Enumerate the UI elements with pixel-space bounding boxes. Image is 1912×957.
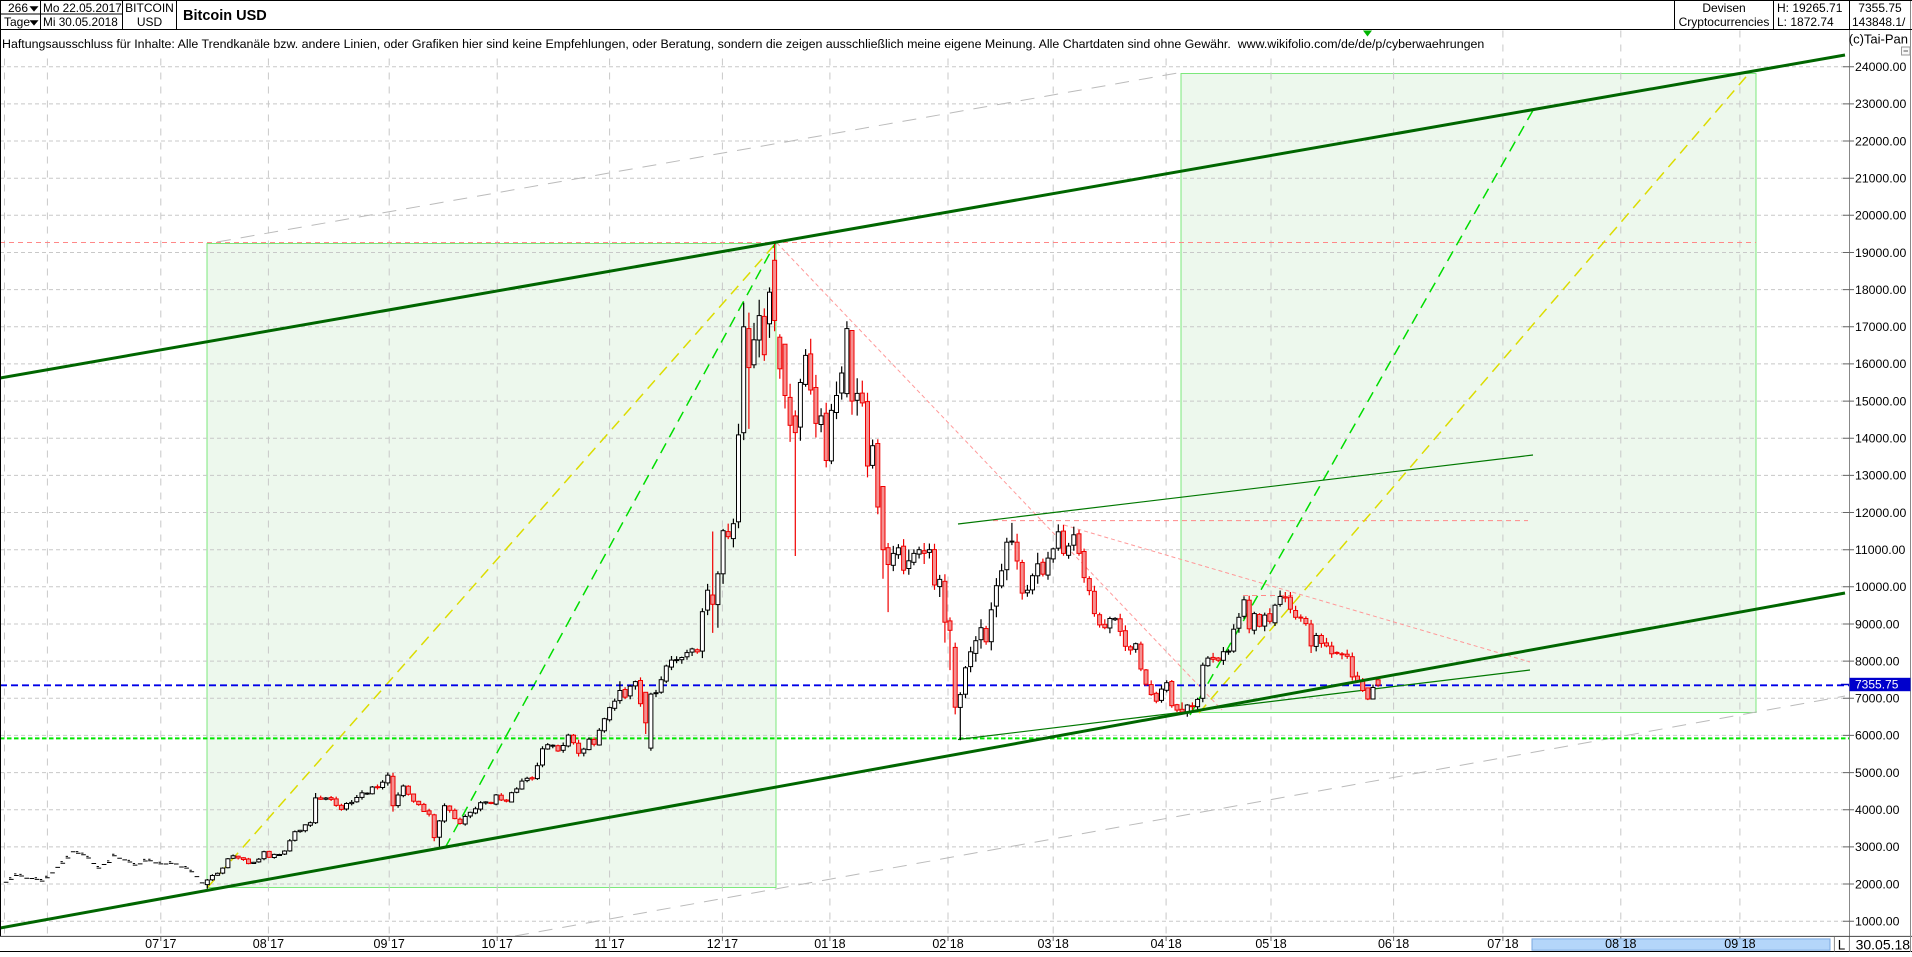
svg-text:07 17: 07 17 [145,937,176,951]
svg-text:8000.00: 8000.00 [1855,654,1900,668]
svg-text:17000.00: 17000.00 [1855,320,1906,334]
svg-text:23000.00: 23000.00 [1855,97,1906,111]
svg-text:16000.00: 16000.00 [1855,357,1906,371]
svg-text:09 17: 09 17 [374,937,405,951]
svg-text:5000.00: 5000.00 [1855,766,1900,780]
svg-text:143848.1/: 143848.1/ [1852,15,1906,29]
svg-text:18000.00: 18000.00 [1855,283,1906,297]
svg-text:Bitcoin USD: Bitcoin USD [183,8,267,24]
svg-text:Mo 22.05.2017: Mo 22.05.2017 [43,1,122,15]
svg-text:Tage: Tage [4,15,30,29]
svg-text:6000.00: 6000.00 [1855,729,1900,743]
svg-text:07 18: 07 18 [1487,937,1518,951]
svg-text:09 18: 09 18 [1724,937,1755,951]
svg-text:7355.75: 7355.75 [1855,677,1899,691]
svg-text:01 18: 01 18 [814,937,845,951]
svg-text:H: 19265.71: H: 19265.71 [1777,1,1843,15]
svg-text:3000.00: 3000.00 [1855,840,1900,854]
svg-text:08 18: 08 18 [1605,937,1636,951]
svg-text:13000.00: 13000.00 [1855,469,1906,483]
svg-text:(c)Tai-Pan: (c)Tai-Pan [1849,32,1908,47]
svg-text:21000.00: 21000.00 [1855,172,1906,186]
svg-text:1000.00: 1000.00 [1855,915,1900,929]
svg-text:11000.00: 11000.00 [1855,543,1906,557]
svg-text:06 18: 06 18 [1378,937,1409,951]
svg-text:2000.00: 2000.00 [1855,877,1900,891]
svg-text:19000.00: 19000.00 [1855,246,1906,260]
svg-text:15000.00: 15000.00 [1855,394,1906,408]
svg-text:USD: USD [137,15,163,29]
svg-text:7355.75: 7355.75 [1858,1,1902,15]
svg-text:BITCOIN: BITCOIN [125,1,174,15]
svg-text:04 18: 04 18 [1150,937,1181,951]
svg-text:30.05.18: 30.05.18 [1856,937,1911,952]
svg-text:02 18: 02 18 [932,937,963,951]
svg-text:24000.00: 24000.00 [1855,60,1906,74]
svg-text:Mi 30.05.2018: Mi 30.05.2018 [43,15,118,29]
svg-text:10 17: 10 17 [482,937,513,951]
svg-text:9000.00: 9000.00 [1855,617,1900,631]
svg-text:Haftungsausschluss für Inhalte: Haftungsausschluss für Inhalte: Alle Tre… [2,37,1484,51]
svg-text:L: L [1838,937,1846,952]
svg-text:4000.00: 4000.00 [1855,803,1900,817]
svg-text:Devisen: Devisen [1702,1,1745,15]
svg-text:Cryptocurrencies: Cryptocurrencies [1679,15,1770,29]
svg-text:12 17: 12 17 [707,937,738,951]
svg-text:22000.00: 22000.00 [1855,134,1906,148]
svg-text:10000.00: 10000.00 [1855,580,1906,594]
svg-text:7000.00: 7000.00 [1855,692,1900,706]
svg-text:20000.00: 20000.00 [1855,209,1906,223]
svg-text:11 17: 11 17 [594,937,624,951]
svg-text:12000.00: 12000.00 [1855,506,1906,520]
svg-text:266: 266 [8,1,28,15]
svg-text:08 17: 08 17 [253,937,284,951]
svg-text:03 18: 03 18 [1038,937,1069,951]
svg-text:05 18: 05 18 [1255,937,1286,951]
svg-text:14000.00: 14000.00 [1855,432,1906,446]
svg-text:L: 1872.74: L: 1872.74 [1777,15,1834,29]
